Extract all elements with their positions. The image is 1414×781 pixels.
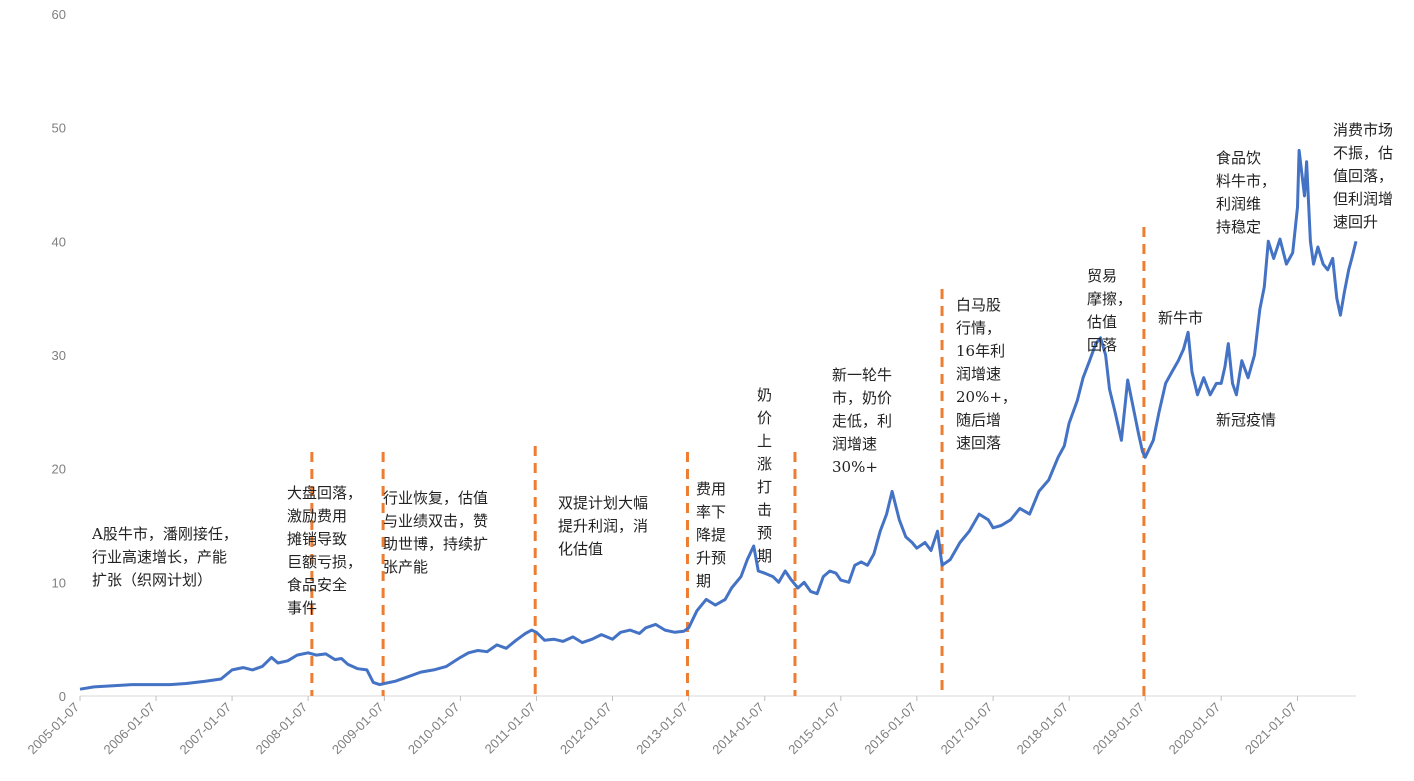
annotation-line: 食品安全 — [287, 576, 347, 594]
annotation-line: 期 — [757, 547, 772, 565]
annotation-line: 料牛市， — [1216, 172, 1276, 190]
annotation-line: 估值 — [1087, 313, 1117, 331]
annotation-line: 行业恢复，估值 — [383, 489, 488, 507]
annotation-line: 期 — [696, 572, 711, 590]
x-tick-label: 2007-01-07 — [177, 700, 235, 758]
annotation-line: 升预 — [696, 549, 726, 567]
y-tick-label: 0 — [59, 689, 66, 704]
annotation-line: 润增速 — [956, 365, 1001, 383]
annotation-line: 价 — [757, 409, 772, 427]
annotation: 行业恢复，估值与业绩双击，赞助世博，持续扩张产能 — [383, 489, 488, 576]
annotation-line: 新牛市 — [1158, 309, 1203, 327]
annotation-line: 击 — [757, 501, 772, 519]
annotation: 食品饮料牛市， 利润维持稳定 — [1216, 149, 1276, 236]
annotation-line: 白马股 — [956, 296, 1001, 314]
x-tick-label: 2012-01-07 — [557, 700, 615, 758]
y-tick-label: 50 — [52, 121, 66, 136]
annotation-line: 市，奶价 — [832, 389, 892, 407]
annotation-line: 新冠疫情 — [1216, 411, 1276, 429]
x-tick-label: 2015-01-07 — [785, 700, 843, 758]
annotation-line: 行业高速增长，产能 — [92, 548, 227, 566]
annotation-line: 摊销导致 — [287, 530, 347, 548]
annotation-line: 20%+， — [956, 388, 1017, 406]
y-axis: 0 10 20 30 40 50 60 — [52, 7, 66, 704]
annotation-line: 不振，估 — [1333, 144, 1393, 162]
annotation: 奶价上涨打击预期 — [757, 386, 772, 565]
annotation: 大盘回落， 激励费用摊销导致巨额亏损， 食品安全事件 — [287, 484, 362, 617]
x-tick-label: 2016-01-07 — [861, 700, 919, 758]
x-tick-label: 2006-01-07 — [101, 700, 159, 758]
annotation-line: 费用 — [696, 480, 726, 498]
annotation: 费用率下降提升预期 — [696, 480, 726, 590]
annotation-line: A股牛市，潘刚接任， — [91, 525, 238, 543]
annotation-line: 降提 — [696, 526, 726, 544]
annotation-line: 预 — [757, 524, 772, 542]
annotation-line: 摩擦， — [1087, 290, 1132, 308]
annotation: 双提计划大幅提升利润，消化估值 — [558, 494, 648, 558]
x-tick-label: 2020-01-07 — [1166, 700, 1224, 758]
annotation-line: 助世博，持续扩 — [383, 535, 488, 553]
annotation-line: 速回落 — [956, 434, 1001, 452]
x-tick-label: 2017-01-07 — [938, 700, 996, 758]
annotation-line: 食品饮 — [1216, 149, 1261, 167]
x-tick-label: 2021-01-07 — [1242, 700, 1300, 758]
annotation-line: 大盘回落， — [287, 484, 362, 502]
annotation-line: 回落 — [1087, 336, 1117, 354]
x-tick-label: 2018-01-07 — [1014, 700, 1072, 758]
x-tick-label: 2005-01-07 — [24, 700, 82, 758]
annotation-line: 随后增 — [956, 411, 1001, 429]
period-dividers — [310, 227, 1146, 696]
annotation-line: 30%+ — [832, 458, 878, 476]
x-tick-label: 2014-01-07 — [709, 700, 767, 758]
y-tick-label: 40 — [52, 234, 66, 249]
x-tick-label: 2019-01-07 — [1090, 700, 1148, 758]
y-tick-label: 10 — [52, 575, 66, 590]
annotation-line: 事件 — [287, 599, 317, 617]
annotation-line: 打 — [757, 478, 772, 496]
annotation: A股牛市，潘刚接任， 行业高速增长，产能扩张（织网计划） — [91, 525, 238, 589]
annotation-line: 持稳定 — [1216, 218, 1261, 236]
annotation: 贸易摩擦， 估值回落 — [1087, 267, 1132, 354]
x-tick-label: 2009-01-07 — [329, 700, 387, 758]
annotation-line: 化估值 — [558, 540, 603, 558]
x-tick-label: 2008-01-07 — [253, 700, 311, 758]
annotation-line: 贸易 — [1087, 267, 1117, 285]
annotation-line: 与业绩双击，赞 — [383, 512, 488, 530]
y-tick-label: 60 — [52, 7, 66, 22]
annotation-line: 奶 — [757, 386, 772, 404]
annotation-line: 值回落， — [1333, 167, 1393, 185]
x-axis: 2005-01-07 2006-01-07 2007-01-07 2008-01-07… — [24, 696, 1300, 758]
annotation-line: 激励费用 — [287, 507, 347, 525]
annotations: A股牛市，潘刚接任， 行业高速增长，产能扩张（织网计划） 大盘回落， 激励费用摊销导致… — [91, 121, 1393, 617]
annotation-line: 张产能 — [383, 558, 428, 576]
x-tick-label: 2010-01-07 — [405, 700, 463, 758]
annotation: 新一轮牛市，奶价走低，利润增速 30%+ — [832, 366, 892, 476]
annotation-line: 但利润增 — [1333, 190, 1393, 208]
annotation-line: 消费市场 — [1333, 121, 1393, 139]
annotation-line: 行情， — [956, 319, 1001, 337]
annotation-line: 扩张（织网计划） — [92, 571, 212, 589]
y-tick-label: 20 — [52, 462, 66, 477]
annotation-line: 润增速 — [832, 435, 877, 453]
annotation-line: 率下 — [696, 503, 726, 521]
annotation-line: 利润维 — [1216, 195, 1261, 213]
annotation: 新冠疫情 — [1216, 411, 1276, 429]
annotation-line: 新一轮牛 — [832, 366, 892, 384]
annotation-line: 速回升 — [1333, 213, 1378, 231]
annotation: 白马股行情， 16年利润增速 20%+， 随后增速回落 — [956, 296, 1017, 452]
price-line — [79, 148, 1358, 691]
annotation-line: 提升利润，消 — [558, 517, 648, 535]
annotation-line: 上 — [757, 432, 772, 450]
annotation: 消费市场不振，估值回落， 但利润增速回升 — [1333, 121, 1393, 231]
annotation: 新牛市 — [1158, 309, 1203, 327]
annotation-line: 涨 — [757, 455, 772, 473]
annotation-line: 双提计划大幅 — [558, 494, 648, 512]
annotation-line: 巨额亏损， — [287, 553, 362, 571]
x-tick-label: 2011-01-07 — [482, 700, 539, 757]
annotation-line: 走低，利 — [832, 412, 892, 430]
y-tick-label: 30 — [52, 348, 66, 363]
x-tick-label: 2013-01-07 — [633, 700, 691, 758]
annotation-line: 16年利 — [956, 342, 1005, 360]
